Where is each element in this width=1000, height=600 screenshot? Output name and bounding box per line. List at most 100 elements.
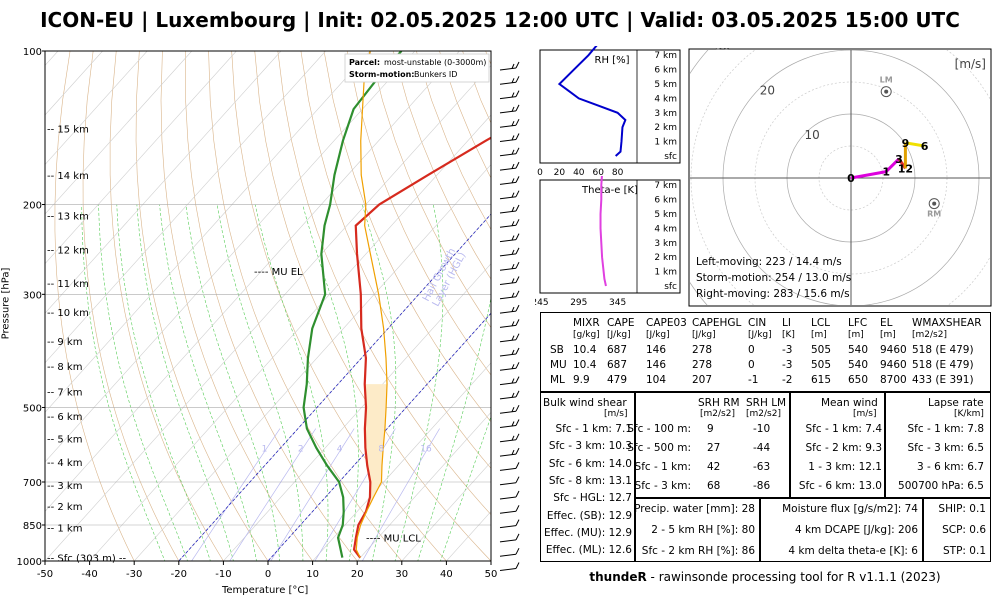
wind-barb-staff: [499, 296, 517, 300]
height-label: -- 9 km: [47, 337, 82, 348]
moist-adiabat: [216, 204, 304, 561]
dry-adiabat: [54, 51, 135, 561]
hgl-boundary-isotherm: [178, 213, 491, 561]
wind-barb-flag: [511, 120, 515, 126]
moist-adiabat: [185, 204, 281, 561]
hodograph-point-label: 6: [921, 140, 929, 153]
cape-cell: 10.4: [573, 359, 597, 371]
shear-row: Sfc - 1 km: 7.1: [555, 423, 633, 435]
lapse-row: 500700 hPa: 6.5: [898, 480, 984, 492]
cape-header-cape03: CAPE03: [646, 317, 687, 329]
dry-adiabat: [160, 51, 313, 561]
cape-unit: [m]: [811, 330, 827, 340]
wind-barb-flag: [511, 406, 515, 412]
wind-barb-staff: [499, 310, 517, 314]
moisture-row: 2 - 5 km RH [%]: 80: [651, 524, 755, 536]
wind-barb-staff: [499, 568, 517, 571]
hodograph-ring-label: 10: [805, 128, 820, 142]
pressure-tick-label: 200: [23, 201, 42, 212]
footer: thundeR - rawinsonde processing tool for…: [540, 570, 990, 584]
hodograph-text-left: Left-moving: 223 / 14.4 m/s: [696, 256, 842, 268]
theta-e-profile-height-label: sfc: [664, 282, 677, 292]
moist-adiabat: [116, 204, 211, 561]
wind-barb-flag: [511, 106, 515, 112]
cape-unit: [J/kg]: [692, 330, 716, 340]
cape-cell: 518 (E 479): [912, 344, 974, 356]
moisture-panel: Precip. water [mm]: 28 2 - 5 km RH [%]: 8…: [634, 498, 760, 562]
rh-profile-title: RH [%]: [595, 55, 630, 66]
theta-e-profile-plot: sfc 1 km 2 km 3 km 4 km 5 km 6 km 7 km 245 295 345…: [535, 176, 681, 308]
rh-profile-height-label: 1 km: [654, 138, 677, 148]
cape-header-lcl: LCL: [811, 317, 831, 329]
wind-barb-flag: [511, 349, 515, 355]
mean-wind-row: Sfc - 2 km: 9.3: [805, 442, 883, 454]
wind-barb-flag: [515, 161, 520, 169]
temperature-tick-label: 20: [351, 569, 364, 580]
hodograph-ring-label: 30: [715, 48, 730, 53]
cape-cell: -2: [782, 374, 793, 386]
mu-el-label: ---- MU EL: [254, 267, 303, 278]
moist-adiabat: [302, 204, 359, 561]
cape-cell: 505: [811, 344, 832, 356]
wind-barb-flag: [515, 562, 520, 569]
wind-barb-staff: [499, 510, 517, 514]
cape-cell: 433 (E 391): [912, 374, 974, 386]
wind-barb-flag: [515, 404, 520, 412]
wind-barb-staff: [499, 525, 517, 529]
wind-barb-flag: [511, 78, 515, 84]
moisture-row: Sfc - 2 km RH [%]: 86: [641, 545, 755, 557]
cape-row-label: ML: [550, 374, 565, 386]
lapse-unit: [K/km]: [954, 409, 984, 419]
wind-barb-flag: [515, 290, 520, 298]
rh-profile-height-label: 6 km: [654, 66, 677, 76]
srh-lm-value: -10: [753, 423, 771, 435]
temperature-tick-label: -50: [37, 569, 53, 580]
mixing-ratio-label: 16: [420, 445, 432, 455]
wind-barb-flag: [515, 76, 520, 83]
cape-header-capehgl: CAPEHGL: [692, 317, 742, 329]
wind-barb-staff: [499, 382, 517, 386]
dry-adiabat: [323, 51, 491, 423]
isotherm: [45, 51, 148, 166]
wind-barb-flag: [511, 263, 515, 269]
wind-barb-flag: [511, 435, 515, 441]
wind-barb-flag: [511, 321, 515, 327]
rh-profile-line: [557, 46, 627, 157]
height-label: -- 15 km: [47, 125, 89, 136]
shear-row: Sfc - HGL: 12.7: [553, 492, 632, 505]
rh-profile-height-label: sfc: [664, 152, 677, 162]
wind-barb-flag: [515, 176, 520, 183]
theta-e-profile-height-label: 6 km: [654, 196, 677, 206]
shear-row: Effec. (SB): 12.9: [546, 509, 632, 522]
cape-unit: [K]: [782, 330, 795, 340]
wind-barb-flag: [511, 206, 515, 212]
moist-adiabat: [159, 204, 257, 561]
temperature-tick-label: -20: [171, 569, 187, 580]
storm-marker-label: RM: [927, 210, 941, 219]
hodograph-point-label: 3: [895, 153, 903, 166]
cape-cell: 650: [848, 374, 869, 386]
shear-row: Sfc - 6 km: 14.0: [548, 457, 632, 470]
cape-cell: 518 (E 479): [912, 359, 974, 371]
isotherm: [45, 51, 193, 215]
isotherm: [45, 51, 371, 413]
moisture2-panel: Moisture flux [g/s/m2]: 74 4 km DCAPE [J/…: [760, 498, 923, 562]
cape-header-lfc: LFC: [848, 317, 868, 329]
mixing-ratio-line: [270, 428, 355, 561]
moisture2-row: 4 km delta theta-e [K]: 6: [788, 545, 918, 557]
pressure-tick-label: 300: [23, 290, 42, 301]
wind-barb-staff: [499, 439, 517, 443]
theta-e-profile-height-label: 5 km: [654, 210, 677, 220]
hodograph-point-label: 0: [847, 172, 855, 185]
dry-adiabat: [392, 51, 491, 280]
wind-barb-flag: [515, 276, 520, 283]
wind-barb-staff: [499, 410, 517, 414]
mixing-ratio-label: 2: [298, 445, 304, 455]
rh-profile-height-label: 3 km: [654, 109, 677, 119]
mean-wind-title: Mean wind: [821, 397, 878, 409]
wind-barb-flag: [515, 333, 520, 340]
hodograph-text-right: Right-moving: 283 / 15.6 m/s: [696, 288, 850, 300]
wind-barb-staff: [499, 396, 517, 400]
isotherm: [89, 114, 491, 561]
hodograph-text-storm: Storm-motion: 254 / 13.0 m/s: [696, 272, 852, 284]
